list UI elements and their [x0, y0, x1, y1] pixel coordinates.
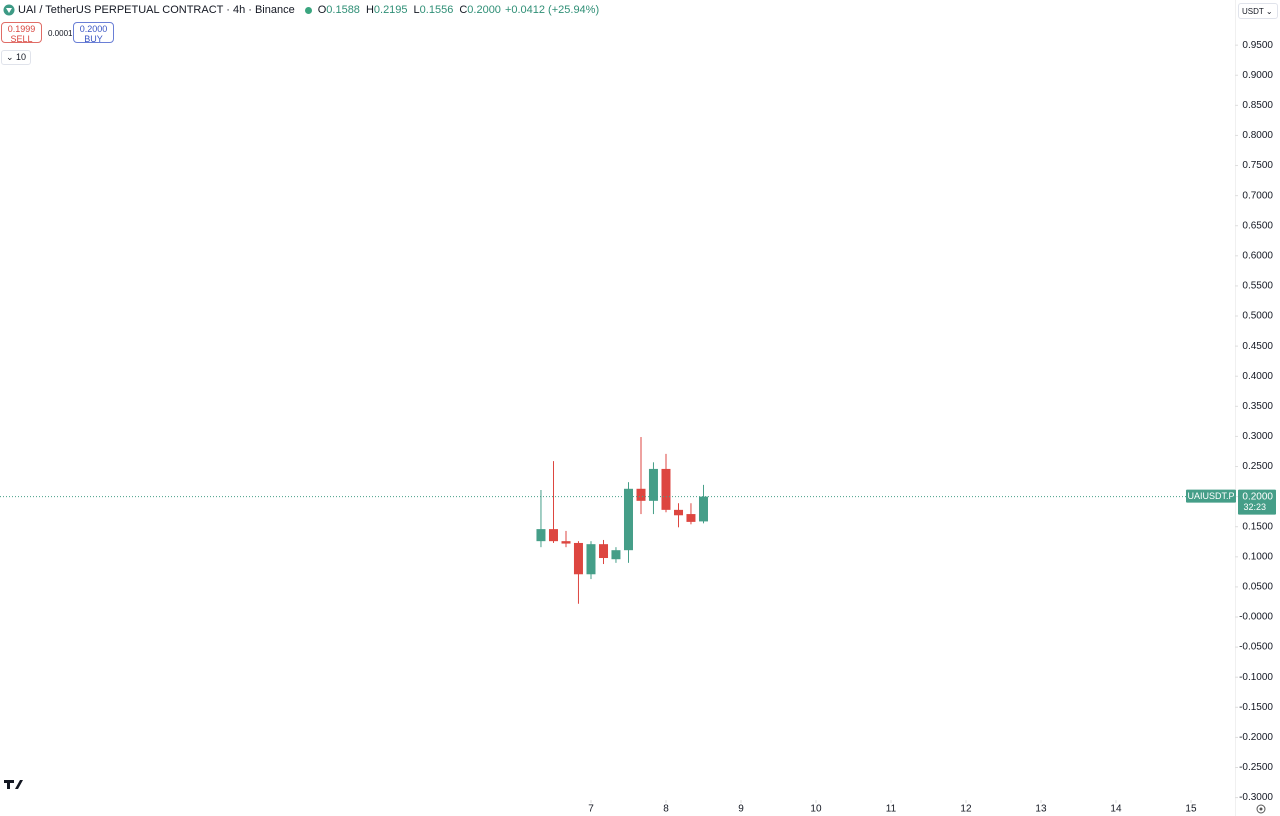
y-tick-label: 0.1000: [1242, 551, 1273, 562]
y-tick-label: 0.7500: [1242, 160, 1273, 171]
sell-button[interactable]: 0.1999 SELL: [1, 22, 42, 44]
settings-icon: [1256, 804, 1266, 814]
ohlc-key: C: [459, 4, 468, 16]
candle-body: [548, 529, 558, 542]
ohlc-key: H: [365, 4, 374, 16]
y-tick-label: -0.0000: [1239, 612, 1273, 623]
x-tick-label: 13: [1035, 804, 1047, 815]
y-tick-label: -0.3000: [1239, 792, 1273, 803]
sell-price: 0.1999: [7, 24, 36, 34]
x-tick-label: 11: [886, 804, 897, 815]
legend: UAI / TetherUS PERPETUAL CONTRACT · 4h ·…: [3, 4, 599, 16]
candle-body: [674, 509, 684, 516]
y-tick-label: 0.5500: [1242, 281, 1273, 292]
logo: [4, 780, 23, 789]
x-tick-label: 8: [663, 804, 669, 815]
change: +0.0412 (+25.94%): [504, 4, 600, 16]
indicator-count: 10: [16, 52, 27, 62]
candle-body: [686, 514, 696, 522]
status-dot: [304, 6, 312, 14]
symbol-title: UAI / TetherUS PERPETUAL CONTRACT · 4h ·…: [18, 4, 295, 16]
y-tick-label: 0.2500: [1242, 461, 1273, 472]
candle-body: [623, 488, 633, 551]
y-tick-label: 0.4000: [1242, 371, 1273, 382]
indicators-toggle[interactable]: ⌄ 10: [1, 50, 32, 65]
candle-body: [561, 541, 571, 544]
price-tag: [1238, 489, 1276, 515]
currency-selector[interactable]: USDT ⌄: [1238, 3, 1278, 19]
y-tick-label: 0.3000: [1242, 431, 1273, 442]
y-tick-label: -0.2000: [1239, 732, 1273, 743]
x-tick-label: 10: [810, 804, 822, 815]
x-tick-label: 14: [1110, 804, 1122, 815]
price-tag-label: 0.2000: [1242, 491, 1273, 502]
candle-body: [661, 468, 671, 510]
ohlc-value: 0.1556: [419, 4, 454, 16]
spread: 0.0001: [48, 29, 73, 38]
x-tick-label: 15: [1185, 804, 1197, 815]
countdown: 32:23: [1243, 502, 1266, 512]
candle-body: [698, 496, 708, 522]
candle-body: [536, 529, 546, 542]
y-tick-label: 0.5000: [1242, 311, 1273, 322]
x-tick-label: 7: [588, 804, 594, 815]
y-tick-label: 0.0500: [1242, 582, 1273, 593]
y-tick-label: -0.2500: [1239, 762, 1273, 773]
y-tick-label: 0.3500: [1242, 401, 1273, 412]
y-tick-label: -0.1000: [1239, 672, 1273, 683]
symbol-tag: [1186, 489, 1236, 503]
y-tick-label: 0.8500: [1242, 100, 1273, 111]
settings-icon-dot: [1259, 807, 1263, 811]
buy-price: 0.2000: [79, 24, 108, 34]
symbol-tag-label: UAIUSDT.P: [1187, 491, 1234, 501]
x-tick-label: 9: [738, 804, 744, 815]
buy-label: BUY: [84, 34, 103, 44]
y-tick-label: -0.0500: [1239, 642, 1273, 653]
candle-body: [611, 550, 621, 560]
y-tick-label: 0.7000: [1242, 190, 1273, 201]
ohlc-value: 0.1588: [326, 4, 360, 16]
buy-button[interactable]: 0.2000 BUY: [73, 22, 114, 44]
y-tick-label: 0.6000: [1242, 250, 1273, 261]
y-tick-label: -0.1500: [1239, 702, 1273, 713]
symbol-icon: [3, 4, 15, 16]
candle-body: [599, 544, 609, 559]
ohlc: O0.1588 H0.2195 L0.1556 C0.2000: [312, 4, 501, 16]
y-tick-label: 0.2000: [1242, 491, 1273, 502]
y-tick-label: 0.9000: [1242, 70, 1273, 81]
sell-label: SELL: [10, 34, 33, 44]
ohlc-key: L: [413, 4, 420, 16]
ohlc-value: 0.2000: [467, 4, 501, 16]
candle-body: [636, 488, 646, 501]
ohlc-key: O: [317, 4, 327, 16]
y-tick-label: 0.1500: [1242, 521, 1273, 532]
ohlc-value: 0.2195: [373, 4, 408, 16]
y-tick-label: 0.4500: [1242, 341, 1273, 352]
candle-body: [573, 542, 583, 575]
y-tick-label: 0.6500: [1242, 220, 1273, 231]
candle-body: [648, 468, 658, 501]
x-tick-label: 12: [960, 804, 972, 815]
y-tick-label: 0.8000: [1242, 130, 1273, 141]
currency: USDT: [1242, 7, 1264, 16]
candle-body: [586, 544, 596, 575]
y-tick-label: 0.9500: [1242, 40, 1273, 51]
